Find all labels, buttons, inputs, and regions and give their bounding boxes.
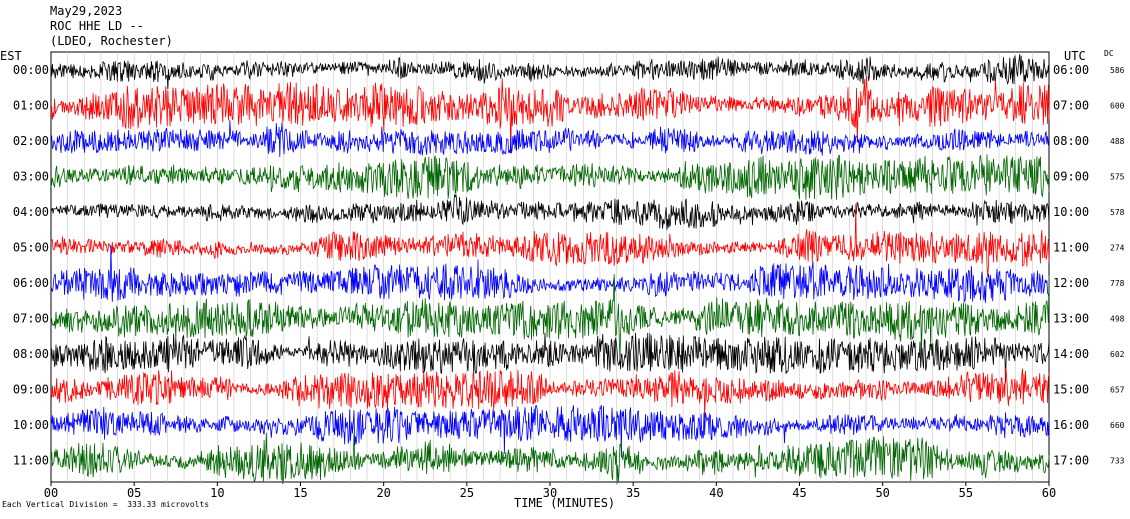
seismic-trace — [50, 75, 1050, 154]
x-tick-label: 30 — [543, 486, 557, 500]
dc-offset-label: 602 — [1110, 350, 1125, 359]
utc-hour-label: 17:00 — [1053, 454, 1089, 468]
x-tick-label: 00 — [44, 486, 58, 500]
est-hour-label: 07:00 — [13, 312, 49, 326]
dc-axis-title: DC — [1104, 49, 1114, 58]
utc-hour-label: 12:00 — [1053, 276, 1089, 290]
x-axis-title: TIME (MINUTES) — [514, 496, 616, 510]
est-hour-label: 02:00 — [13, 134, 49, 148]
est-hour-label: 01:00 — [13, 99, 49, 113]
x-tick-label: 50 — [875, 486, 889, 500]
seismic-trace — [50, 404, 1050, 458]
dc-offset-label: 733 — [1110, 457, 1125, 466]
utc-hour-label: 06:00 — [1053, 63, 1089, 77]
x-tick-label: 60 — [1042, 486, 1056, 500]
x-tick-label: 35 — [626, 486, 640, 500]
seismic-trace — [50, 120, 1050, 158]
seismic-trace — [50, 367, 1050, 419]
utc-hour-label: 07:00 — [1053, 99, 1089, 113]
dc-offset-label: 586 — [1110, 66, 1125, 75]
station-code: ROC HHE LD -- — [50, 19, 144, 33]
x-tick-label: 10 — [210, 486, 224, 500]
utc-axis-title: UTC — [1064, 49, 1086, 63]
est-hour-label: 06:00 — [13, 276, 49, 290]
x-tick-label: 20 — [376, 486, 390, 500]
seismic-trace — [50, 54, 1050, 90]
seismic-trace — [50, 432, 1050, 485]
dc-offset-label: 578 — [1110, 208, 1125, 217]
dc-offset-label: 498 — [1110, 315, 1125, 324]
x-tick-label: 45 — [792, 486, 806, 500]
station-location: (LDEO, Rochester) — [50, 34, 173, 48]
seismic-trace — [50, 154, 1050, 200]
seismic-trace — [50, 273, 1050, 360]
dc-offset-label: 600 — [1110, 102, 1125, 111]
utc-hour-label: 15:00 — [1053, 383, 1089, 397]
utc-hour-label: 08:00 — [1053, 134, 1089, 148]
est-hour-label: 05:00 — [13, 241, 49, 255]
est-hour-label: 08:00 — [13, 347, 49, 361]
x-tick-label: 05 — [127, 486, 141, 500]
utc-hour-label: 09:00 — [1053, 170, 1089, 184]
station-date: May29,2023 — [50, 4, 123, 18]
x-tick-label: 55 — [959, 486, 973, 500]
dc-offset-label: 657 — [1110, 386, 1125, 395]
seismic-trace — [50, 332, 1050, 384]
x-tick-label: 40 — [709, 486, 723, 500]
dc-offset-label: 274 — [1110, 244, 1125, 253]
est-hour-label: 03:00 — [13, 170, 49, 184]
scale-footnote: Each Vertical Division = 333.33 microvol… — [2, 500, 210, 509]
est-axis-title: EST — [0, 49, 22, 63]
est-hour-label: 10:00 — [13, 418, 49, 432]
x-tick-label: 25 — [460, 486, 474, 500]
est-hour-label: 00:00 — [13, 63, 49, 77]
utc-hour-label: 16:00 — [1053, 418, 1089, 432]
utc-hour-label: 14:00 — [1053, 347, 1089, 361]
utc-hour-label: 10:00 — [1053, 205, 1089, 219]
est-hour-label: 04:00 — [13, 205, 49, 219]
dc-offset-label: 575 — [1110, 173, 1125, 182]
utc-hour-label: 11:00 — [1053, 241, 1089, 255]
seismic-trace — [50, 203, 1050, 277]
seismic-trace — [50, 193, 1050, 230]
dc-offset-label: 778 — [1110, 279, 1125, 288]
est-hour-label: 09:00 — [13, 383, 49, 397]
est-hour-label: 11:00 — [13, 454, 49, 468]
dc-offset-label: 488 — [1110, 137, 1125, 146]
utc-hour-label: 13:00 — [1053, 312, 1089, 326]
seismic-trace — [50, 245, 1050, 303]
dc-offset-label: 660 — [1110, 421, 1125, 430]
x-tick-label: 15 — [293, 486, 307, 500]
